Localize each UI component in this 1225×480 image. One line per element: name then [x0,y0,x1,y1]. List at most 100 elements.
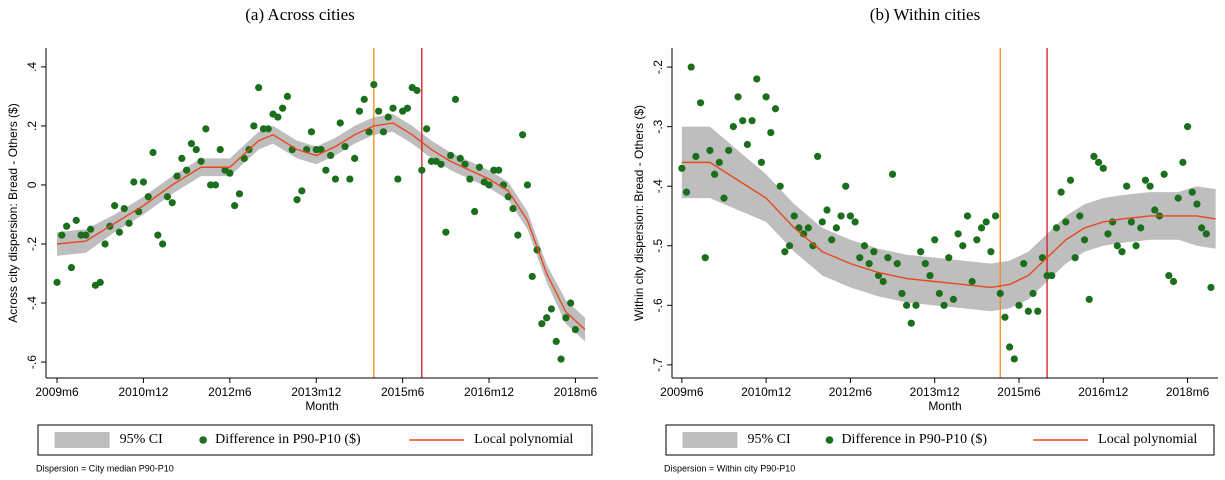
data-point [917,248,925,256]
data-point [1169,277,1178,286]
data-point [384,113,392,121]
x-tick-label: 2012m6 [829,385,873,399]
data-point [931,236,939,244]
data-point [860,242,869,250]
data-point [72,216,80,224]
data-point [1090,152,1098,161]
y-tick-label: .4 [25,62,39,72]
data-point [814,152,822,161]
data-point [1132,242,1140,250]
data-point [67,264,76,272]
data-point [336,119,344,127]
data-point [959,242,967,250]
y-tick-label: -.7 [651,358,665,372]
data-point [987,248,995,256]
data-point [823,206,831,214]
data-point [1099,164,1107,172]
data-point [475,163,484,171]
x-tick-label: 2010m12 [118,385,168,399]
data-point [1118,248,1126,256]
data-point [832,224,840,232]
data-point [781,248,789,256]
data-point [211,181,220,189]
data-point [279,104,287,112]
data-point [926,271,934,280]
data-point [178,154,186,162]
data-point [678,164,686,172]
fit-line [56,122,586,331]
data-point [771,105,780,113]
x-tick-label: 2013m12 [291,385,341,399]
data-point [1024,307,1032,315]
data-point [799,230,808,238]
data-point [935,289,943,298]
data-point [1029,289,1037,298]
data-point [1202,230,1210,238]
data-point [471,207,479,216]
data-point [327,151,335,160]
x-tick-label: 2009m6 [660,385,704,399]
data-point [1188,188,1196,196]
data-point [437,160,445,168]
data-point [351,154,359,162]
panel-title: (a) Across cities [245,5,355,24]
data-point [567,299,575,307]
panel-title: (b) Within cities [870,5,980,24]
confidence-band [681,126,1216,312]
data-point [53,278,61,286]
data-point [991,212,1000,220]
data-point [682,188,691,196]
data-point [283,92,292,101]
data-point [451,95,460,103]
data-point [1071,254,1079,262]
data-point [1151,206,1159,214]
data-point [149,148,157,157]
legend-label: Local polynomial [474,432,573,447]
data-point [842,182,850,190]
data-point [317,145,325,154]
data-point [977,224,986,232]
x-tick-label: 2015m6 [997,385,1041,399]
data-point [101,240,109,248]
data-point [231,202,239,210]
data-point [1160,170,1168,178]
data-point [912,301,920,309]
data-point [1076,212,1084,220]
data-point [1010,355,1018,363]
data-point [837,212,845,220]
legend-label: Local polynomial [1098,432,1197,447]
data-point [519,131,527,139]
data-point [757,158,766,166]
data-point [846,212,855,220]
y-tick-label: -.4 [25,296,39,310]
data-point [389,104,397,112]
note: Dispersion = Within city P90-P10 [664,463,795,473]
data-point [322,166,330,174]
data-point [725,146,733,155]
data-point [183,166,191,174]
data-point [159,240,167,248]
data-point [879,277,887,286]
data-point [776,182,784,190]
data-point [111,202,119,210]
legend-label: Difference in P90-P10 ($) [215,432,361,447]
data-point [818,218,826,226]
y-tick-label: 0 [25,181,39,188]
data-point [884,254,892,262]
data-point [197,157,205,165]
legend-swatch [825,436,834,444]
data-point [921,260,929,268]
data-point [461,160,469,168]
data-point [734,93,742,101]
data-point [1165,271,1173,280]
data-point [418,166,426,174]
y-tick-label: -.6 [25,355,39,369]
data-point [1179,158,1187,166]
y-tick-label: .2 [25,121,39,131]
data-point [706,146,714,155]
data-point [949,295,958,303]
data-point [173,172,181,180]
data-point [982,218,990,226]
